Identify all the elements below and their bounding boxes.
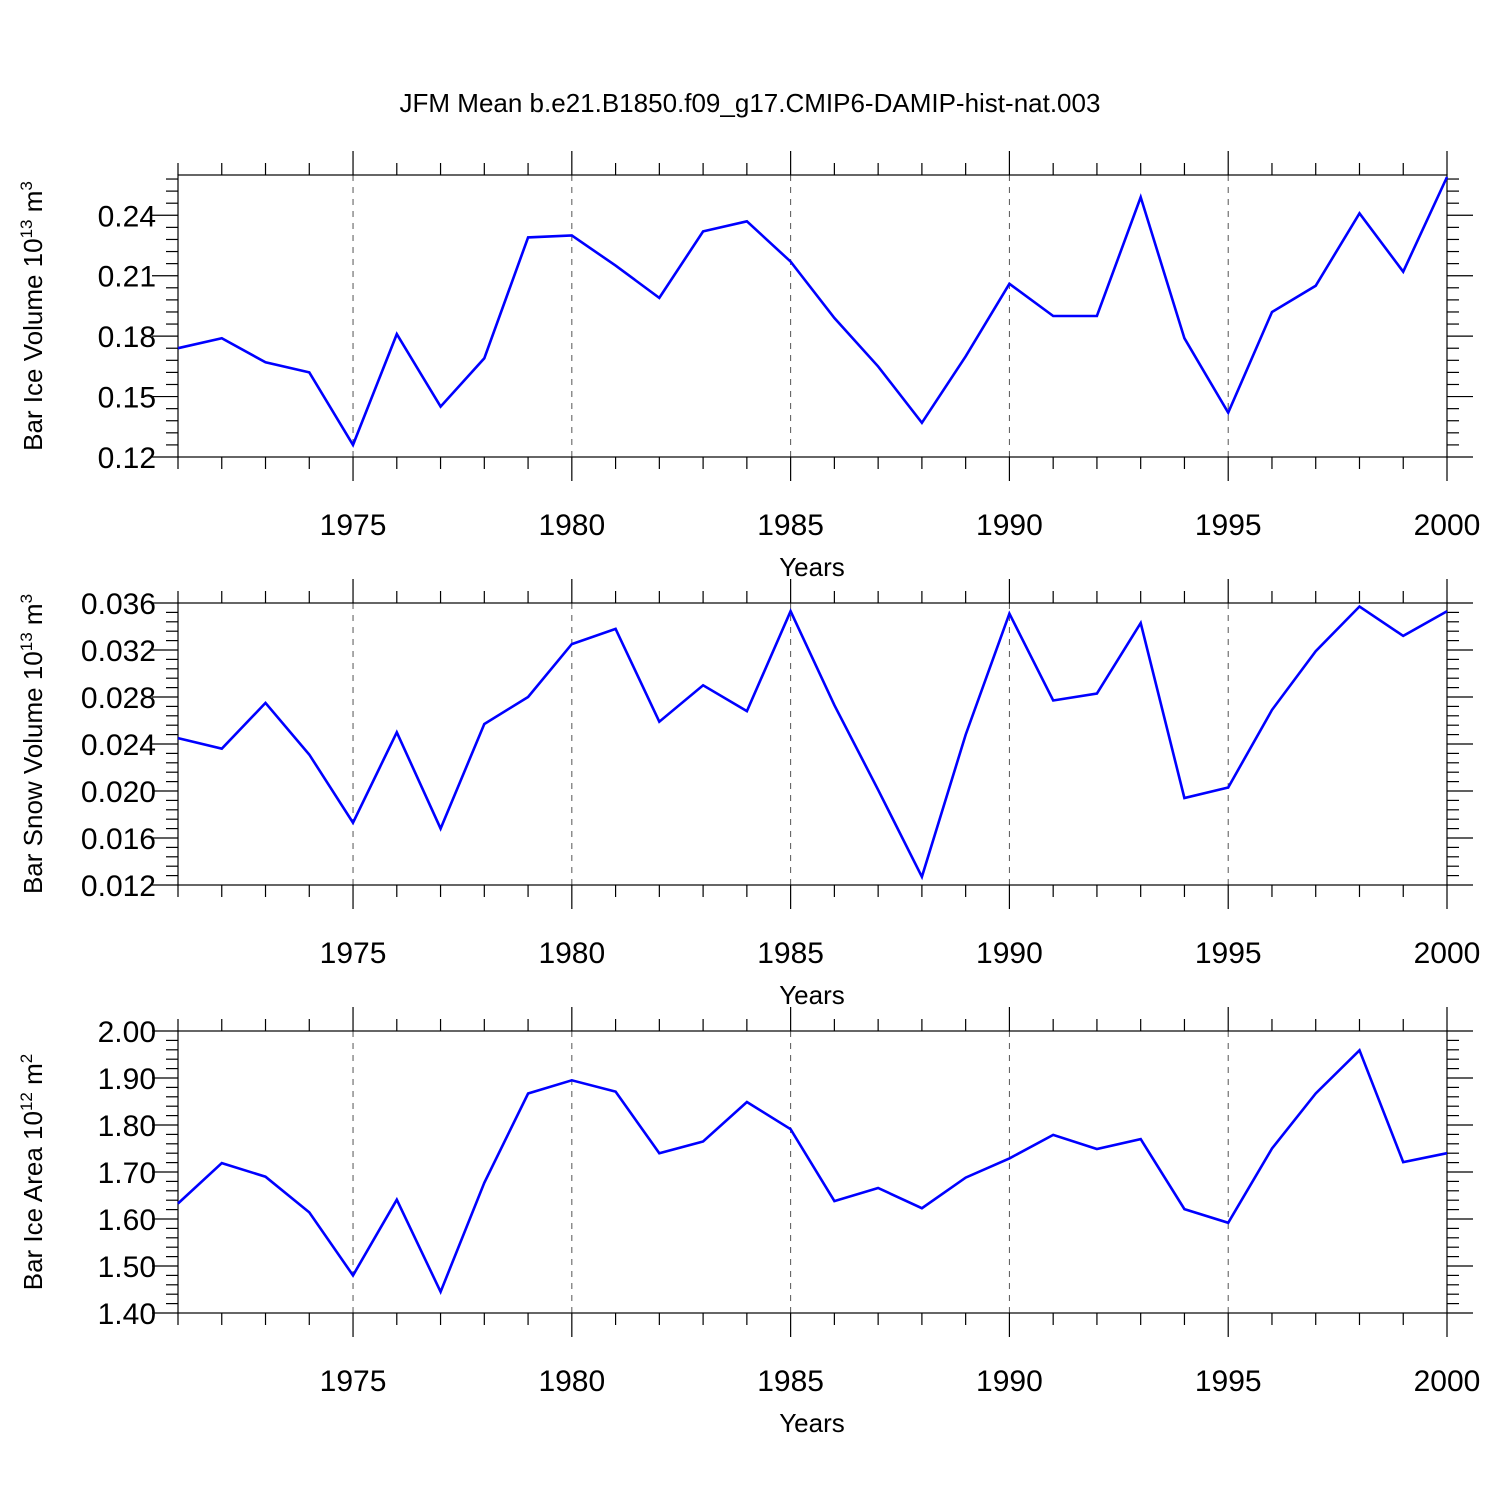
y-tick-label: 0.12 <box>98 442 156 475</box>
y-axis-label-ylabel-unit-pow: 3 <box>17 594 36 603</box>
x-tick-label: 1995 <box>1195 1365 1262 1398</box>
chart-title: JFM Mean b.e21.B1850.f09_g17.CMIP6-DAMIP… <box>400 88 1101 118</box>
x-axis-label: Years <box>779 552 845 582</box>
y-tick-label: 2.00 <box>98 1016 156 1049</box>
y-axis-label-ylabel-unit: m <box>18 1063 48 1092</box>
y-axis-label-ylabel-unit-pow: 2 <box>17 1054 36 1063</box>
x-tick-label: 1980 <box>538 937 605 970</box>
y-tick-label: 1.40 <box>98 1298 156 1331</box>
x-tick-label: 1975 <box>320 937 387 970</box>
chart-panels: 0.12 0.15 0.18 0.21 0.24 1975 1980 1985 1990 1995… <box>17 151 1480 1438</box>
panel-bar-ice-volume: 0.12 0.15 0.18 0.21 0.24 1975 1980 1985 1990 1995… <box>17 151 1480 582</box>
y-axis-label: Bar Snow Volume 1013 m3 <box>17 594 48 894</box>
x-tick-label: 1975 <box>320 1365 387 1398</box>
y-tick-label: 0.18 <box>98 321 156 354</box>
x-tick-label: 1990 <box>976 509 1043 542</box>
y-tick-label: 0.016 <box>81 823 156 856</box>
y-axis-label-ylabel-unit: m <box>18 603 48 632</box>
y-tick-label: 1.90 <box>98 1063 156 1096</box>
panel-bar-ice-area: 1.40 1.50 1.60 1.70 1.80 1.90 2.00 1975 1980 1985… <box>17 1007 1480 1438</box>
y-axis-label-ylabel-unit-exp: 13 <box>17 219 36 238</box>
y-axis-label-ylabel-unit-exp: 12 <box>17 1092 36 1111</box>
y-tick-label: 0.21 <box>98 261 156 294</box>
y-axis-label: Bar Ice Area 1012 m2 <box>17 1054 48 1291</box>
y-axis-label-ylabel-unit-base: 10 <box>18 238 48 267</box>
series-line-bar-ice-area <box>177 1047 1448 1296</box>
y-tick-label: 1.80 <box>98 1110 156 1143</box>
y-tick-label: 0.24 <box>98 200 156 233</box>
y-tick-label: 0.024 <box>81 729 156 762</box>
y-tick-label: 1.50 <box>98 1251 156 1284</box>
x-tick-label: 1980 <box>538 1365 605 1398</box>
x-tick-label: 2000 <box>1414 937 1481 970</box>
y-axis-label-ylabel: Bar Snow Volume <box>18 680 48 894</box>
y-axis-label-ylabel-unit: m <box>18 191 48 220</box>
y-tick-label: 0.036 <box>81 588 156 621</box>
x-axis-label: Years <box>779 980 845 1010</box>
y-tick-label: 0.012 <box>81 870 156 903</box>
y-axis-label-ylabel-unit-exp: 13 <box>17 632 36 651</box>
x-axis-label: Years <box>779 1408 845 1438</box>
x-tick-label: 1975 <box>320 509 387 542</box>
y-axis-label-ylabel: Bar Ice Volume <box>18 267 48 451</box>
x-tick-label: 1995 <box>1195 937 1262 970</box>
y-axis-label-ylabel-unit-pow: 3 <box>17 181 36 190</box>
x-tick-label: 2000 <box>1414 509 1481 542</box>
x-tick-label: 1985 <box>757 509 824 542</box>
x-tick-label: 1990 <box>976 937 1043 970</box>
x-tick-label: 1990 <box>976 1365 1043 1398</box>
y-tick-label: 0.032 <box>81 635 156 668</box>
plot-frame <box>177 174 1448 458</box>
y-tick-label: 0.028 <box>81 682 156 715</box>
y-tick-label: 0.15 <box>98 382 156 415</box>
y-tick-label: 1.70 <box>98 1157 156 1190</box>
x-tick-label: 1985 <box>757 1365 824 1398</box>
x-tick-label: 1985 <box>757 937 824 970</box>
x-tick-label: 2000 <box>1414 1365 1481 1398</box>
panel-bar-snow-volume: 0.012 0.016 0.020 0.024 0.028 0.032 0.036 1975 1… <box>17 579 1480 1010</box>
y-axis-label-ylabel-unit-base: 10 <box>18 1111 48 1140</box>
y-axis-label-ylabel: Bar Ice Area <box>18 1140 48 1290</box>
x-tick-label: 1995 <box>1195 509 1262 542</box>
y-axis-label: Bar Ice Volume 1013 m3 <box>17 181 48 451</box>
series-line-bar-snow-volume <box>177 604 1448 881</box>
y-axis-label-ylabel-unit-base: 10 <box>18 651 48 680</box>
y-tick-label: 1.60 <box>98 1204 156 1237</box>
plot-frame <box>177 602 1448 886</box>
x-tick-label: 1980 <box>538 509 605 542</box>
y-tick-label: 0.020 <box>81 776 156 809</box>
series-line-bar-ice-volume <box>177 176 1449 448</box>
